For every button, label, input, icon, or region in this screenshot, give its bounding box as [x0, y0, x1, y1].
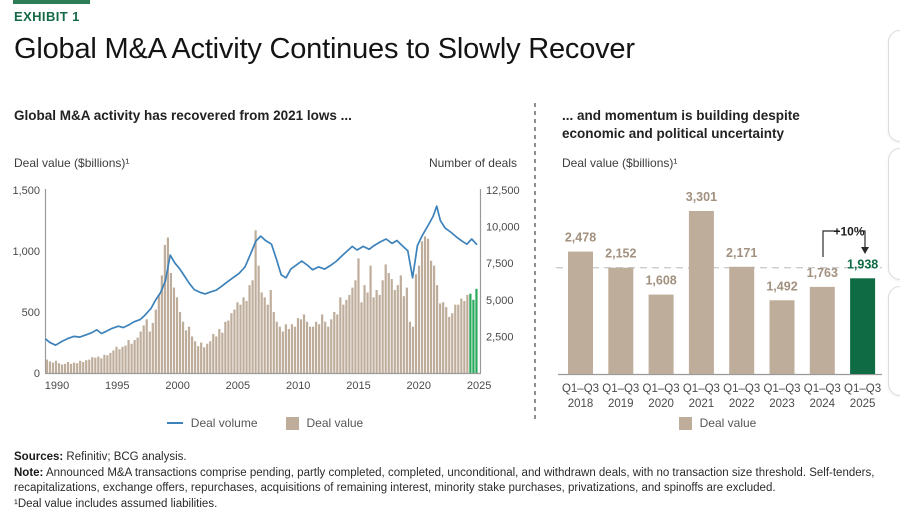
- svg-text:2015: 2015: [346, 380, 370, 392]
- svg-text:Q1–Q3: Q1–Q3: [844, 383, 881, 395]
- svg-text:500: 500: [22, 307, 40, 319]
- svg-text:1995: 1995: [105, 380, 129, 392]
- svg-text:2025: 2025: [850, 398, 876, 410]
- svg-text:2018: 2018: [568, 398, 594, 410]
- right-panel-axis-caption: Deal value ($billions)¹: [562, 156, 678, 170]
- svg-text:Q1–Q3: Q1–Q3: [763, 383, 800, 395]
- legend-item-deal-value: Deal value: [285, 416, 364, 430]
- left-chart-heading: Global M&A activity has recovered from 2…: [14, 108, 352, 123]
- svg-text:2,478: 2,478: [565, 231, 596, 245]
- q1q3-bar-chart: 2,478 Q1–Q3 2018 2,152 Q1–Q3 2019 1,608 Q1–Q3 20…: [556, 190, 882, 410]
- line-swatch-icon: [166, 422, 183, 424]
- exhibit-label: EXHIBIT 1: [14, 9, 80, 24]
- right-chart-legend: Deal value: [545, 416, 890, 430]
- legend-item-deal-volume: Deal volume: [166, 416, 258, 430]
- svg-text:Q1–Q3: Q1–Q3: [562, 383, 599, 395]
- svg-text:10,000: 10,000: [486, 222, 520, 234]
- svg-text:2023: 2023: [769, 398, 795, 410]
- sources-line: Sources: Refinitiv; BCG analysis.: [14, 450, 886, 466]
- top-green-tag: [13, 0, 90, 4]
- svg-text:3,301: 3,301: [686, 190, 717, 204]
- svg-text:5,000: 5,000: [486, 295, 514, 307]
- svg-text:+10%: +10%: [833, 225, 864, 239]
- right-axis-caption: Number of deals: [428, 156, 517, 170]
- page-title: Global M&A Activity Continues to Slowly …: [14, 33, 635, 65]
- svg-text:2021: 2021: [689, 398, 715, 410]
- right-chart-heading-line1: ... and momentum is building despite: [562, 108, 800, 123]
- svg-text:1,000: 1,000: [12, 246, 40, 258]
- svg-text:2019: 2019: [608, 398, 634, 410]
- legend-label: Deal value: [699, 416, 757, 430]
- svg-text:1990: 1990: [45, 380, 69, 392]
- svg-text:2,171: 2,171: [726, 246, 757, 260]
- legend-label: Deal value: [306, 416, 364, 430]
- svg-text:2,500: 2,500: [486, 331, 514, 343]
- svg-text:2022: 2022: [729, 398, 755, 410]
- svg-text:1,608: 1,608: [645, 274, 676, 288]
- note-line: Note: Announced M&A transactions compris…: [14, 466, 886, 497]
- svg-text:Q1–Q3: Q1–Q3: [643, 383, 680, 395]
- left-chart-legend: Deal volume Deal value: [0, 416, 530, 430]
- footer-notes: Sources: Refinitiv; BCG analysis. Note: …: [14, 450, 886, 512]
- sources-text: Refinitiv; BCG analysis.: [63, 451, 187, 463]
- svg-text:Q1–Q3: Q1–Q3: [804, 383, 841, 395]
- sources-label: Sources:: [14, 451, 64, 463]
- svg-text:1,763: 1,763: [807, 266, 838, 280]
- left-axis-caption: Deal value ($billions)¹: [14, 156, 130, 170]
- svg-text:2025: 2025: [467, 380, 491, 392]
- svg-text:0: 0: [34, 368, 40, 380]
- legend-label: Deal volume: [190, 416, 258, 430]
- floating-side-card[interactable]: [888, 286, 900, 396]
- bar-swatch-icon: [678, 416, 692, 430]
- svg-text:Q1–Q3: Q1–Q3: [683, 383, 720, 395]
- svg-text:Q1–Q3: Q1–Q3: [723, 383, 760, 395]
- svg-text:1,500: 1,500: [12, 185, 40, 197]
- bar-swatch-icon: [285, 416, 299, 430]
- svg-text:Q1–Q3: Q1–Q3: [602, 383, 639, 395]
- right-chart-heading-line2: economic and political uncertainty: [562, 126, 785, 141]
- svg-text:2010: 2010: [286, 380, 310, 392]
- svg-text:2020: 2020: [407, 380, 431, 392]
- svg-text:7,500: 7,500: [486, 258, 514, 270]
- svg-text:2024: 2024: [810, 398, 836, 410]
- svg-text:1,492: 1,492: [766, 279, 797, 293]
- note-label: Note:: [14, 466, 44, 479]
- note-text: Announced M&A transactions comprise pend…: [14, 466, 875, 495]
- svg-text:2005: 2005: [226, 380, 250, 392]
- svg-text:2020: 2020: [648, 398, 674, 410]
- svg-text:12,500: 12,500: [486, 185, 520, 197]
- history-combo-chart: 0 500 1,000 1,500 2,500 5,000 7,500 10,000 12,50…: [12, 185, 520, 392]
- right-chart-heading: ... and momentum is building despite eco…: [562, 107, 872, 143]
- footnote-line: ¹Deal value includes assumed liabilities…: [14, 497, 218, 510]
- floating-side-card[interactable]: [888, 148, 900, 280]
- floating-side-card[interactable]: [888, 30, 900, 142]
- svg-text:1,938: 1,938: [847, 257, 878, 271]
- panel-divider-dashed: [534, 103, 536, 421]
- svg-text:2000: 2000: [165, 380, 189, 392]
- legend-item-deal-value: Deal value: [678, 416, 757, 430]
- svg-text:2,152: 2,152: [605, 247, 636, 261]
